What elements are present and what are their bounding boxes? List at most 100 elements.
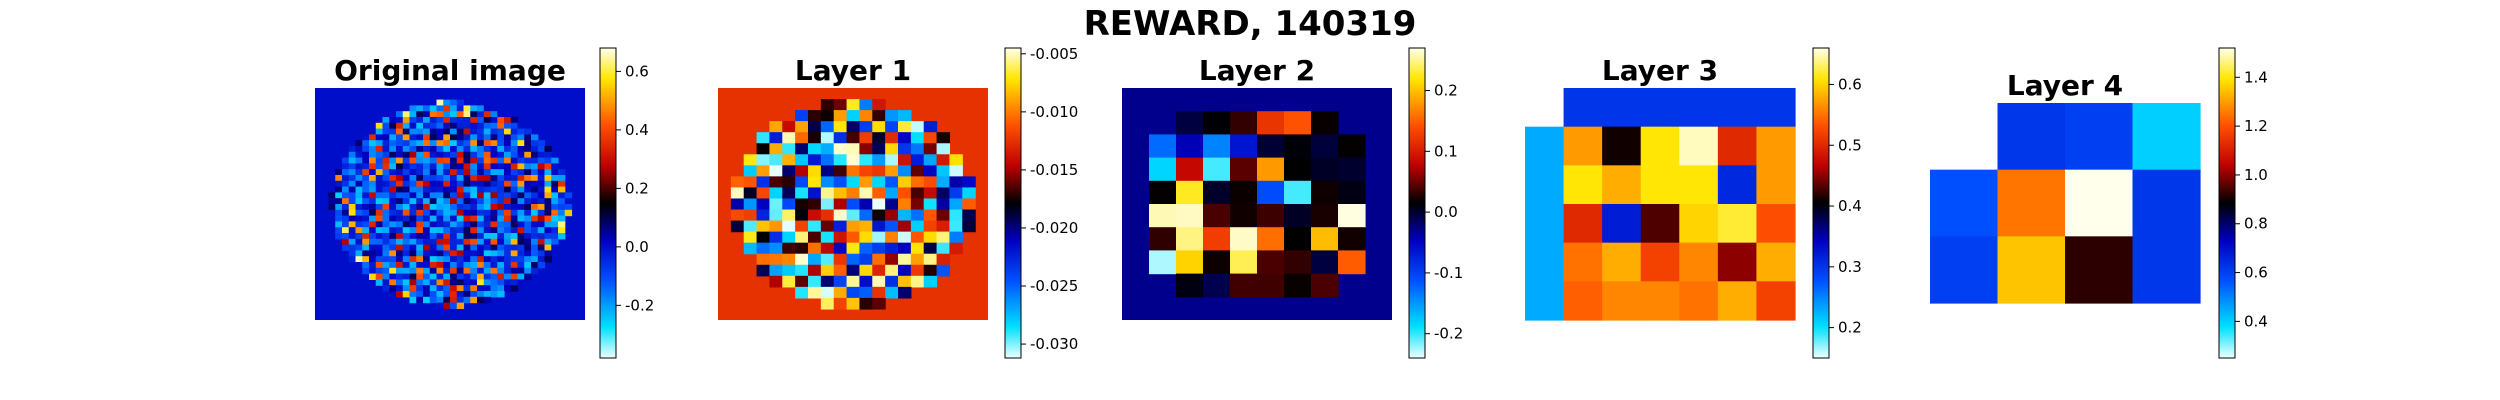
heatmap-cell	[1257, 134, 1285, 159]
heatmap-cell	[1230, 180, 1258, 205]
heatmap-cell	[416, 227, 424, 234]
heatmap-cell	[389, 175, 397, 182]
heatmap-cell	[531, 186, 539, 193]
heatmap-cell	[470, 279, 478, 286]
heatmap-cell	[470, 180, 478, 188]
heatmap-cell	[537, 146, 546, 153]
heatmap-cell	[885, 220, 899, 233]
heatmap-cell	[782, 198, 796, 211]
heatmap-cell	[1203, 273, 1231, 298]
heatmap-cell	[463, 227, 471, 234]
heatmap-cell	[369, 186, 377, 193]
heatmap-cell	[756, 165, 771, 177]
panel-title: Layer 1	[795, 54, 911, 87]
colorbar-tick-label: 0.4	[2244, 312, 2268, 330]
heatmap-cell	[898, 187, 912, 200]
heatmap-cell	[808, 220, 822, 233]
heatmap-cell	[795, 121, 809, 133]
heatmap-cell	[510, 227, 519, 234]
heatmap-cell	[389, 192, 397, 199]
heatmap-cell	[369, 157, 377, 164]
heatmap-cell	[1230, 134, 1258, 159]
heatmap-cell	[808, 165, 822, 177]
heatmap-cell	[396, 140, 404, 147]
heatmap-cell	[936, 143, 951, 155]
heatmap-cell	[423, 105, 431, 112]
heatmap-cell	[355, 209, 363, 217]
colorbar-tick-label: 0.2	[1838, 319, 1862, 337]
heatmap-cell	[436, 291, 444, 298]
heatmap-cell	[470, 285, 478, 292]
heatmap-cell	[402, 175, 411, 182]
heatmap-cell	[396, 244, 404, 251]
heatmap-cell	[833, 253, 848, 266]
heatmap-cell	[1284, 157, 1312, 182]
heatmap-cell	[470, 169, 478, 176]
heatmap-cell	[436, 233, 444, 240]
heatmap-cell	[497, 238, 505, 246]
heatmap-cell	[504, 128, 512, 135]
heatmap-cell	[369, 209, 377, 217]
heatmap-cell	[463, 105, 471, 112]
heatmap-cell	[531, 215, 539, 222]
heatmap-cell	[477, 186, 485, 193]
heatmap-cell	[490, 233, 498, 240]
heatmap-cell	[1338, 227, 1366, 251]
heatmap-cell	[450, 227, 458, 234]
heatmap-cell	[375, 169, 384, 176]
heatmap-cell	[450, 163, 458, 170]
heatmap-cell	[443, 215, 451, 222]
heatmap-cell	[1311, 134, 1339, 159]
heatmap-cell	[335, 209, 343, 217]
heatmap-cell	[375, 273, 384, 280]
heatmap-cell	[551, 192, 559, 199]
heatmap-cell	[355, 233, 363, 240]
heatmap-cell	[463, 267, 471, 275]
heatmap-cell	[1338, 134, 1366, 159]
heatmap-cell	[463, 238, 471, 246]
heatmap-cell	[490, 204, 498, 211]
heatmap-cell	[872, 286, 886, 299]
heatmap-cell	[470, 291, 478, 298]
heatmap-cell	[898, 176, 912, 189]
panel-title: Original image	[334, 54, 566, 87]
heatmap-cell	[1602, 88, 1642, 128]
heatmap-cell	[470, 122, 478, 130]
heatmap-cell	[483, 238, 492, 246]
heatmap-cell	[1338, 180, 1366, 205]
heatmap-cell	[551, 175, 559, 182]
heatmap-cell	[497, 186, 505, 193]
heatmap-cell	[859, 99, 873, 111]
heatmap-cell	[477, 209, 485, 217]
heatmap-cell	[342, 169, 350, 176]
heatmap-cell	[1525, 242, 1565, 282]
heatmap-cell	[846, 264, 861, 277]
heatmap-cell	[348, 157, 357, 164]
heatmap-cell	[544, 163, 552, 170]
heatmap-cell	[898, 132, 912, 144]
heatmap-cell	[389, 163, 397, 170]
heatmap-cell	[389, 267, 397, 275]
heatmap-cell	[490, 250, 498, 257]
heatmap-cell	[936, 231, 951, 244]
colorbar-tick-label: -0.005	[1030, 45, 1078, 63]
heatmap-cell	[470, 209, 478, 217]
heatmap-cell	[477, 273, 485, 280]
heatmap-cell	[795, 264, 809, 277]
heatmap-cell	[1149, 134, 1177, 159]
heatmap-cell	[396, 163, 404, 170]
heatmap-cell	[348, 146, 357, 153]
heatmap-cell	[375, 204, 384, 211]
heatmap-cell	[436, 256, 444, 263]
heatmap-cell	[537, 250, 546, 257]
heatmap-cell	[898, 154, 912, 166]
heatmap-cell	[782, 275, 796, 288]
heatmap-cell	[443, 302, 451, 309]
heatmap-cell	[846, 110, 861, 122]
heatmap-cell	[375, 267, 384, 275]
heatmap-cell	[409, 117, 417, 124]
heatmap-cell	[517, 169, 525, 176]
heatmap-cell	[470, 273, 478, 280]
heatmap-cell	[463, 198, 471, 205]
heatmap-cell	[833, 154, 848, 166]
